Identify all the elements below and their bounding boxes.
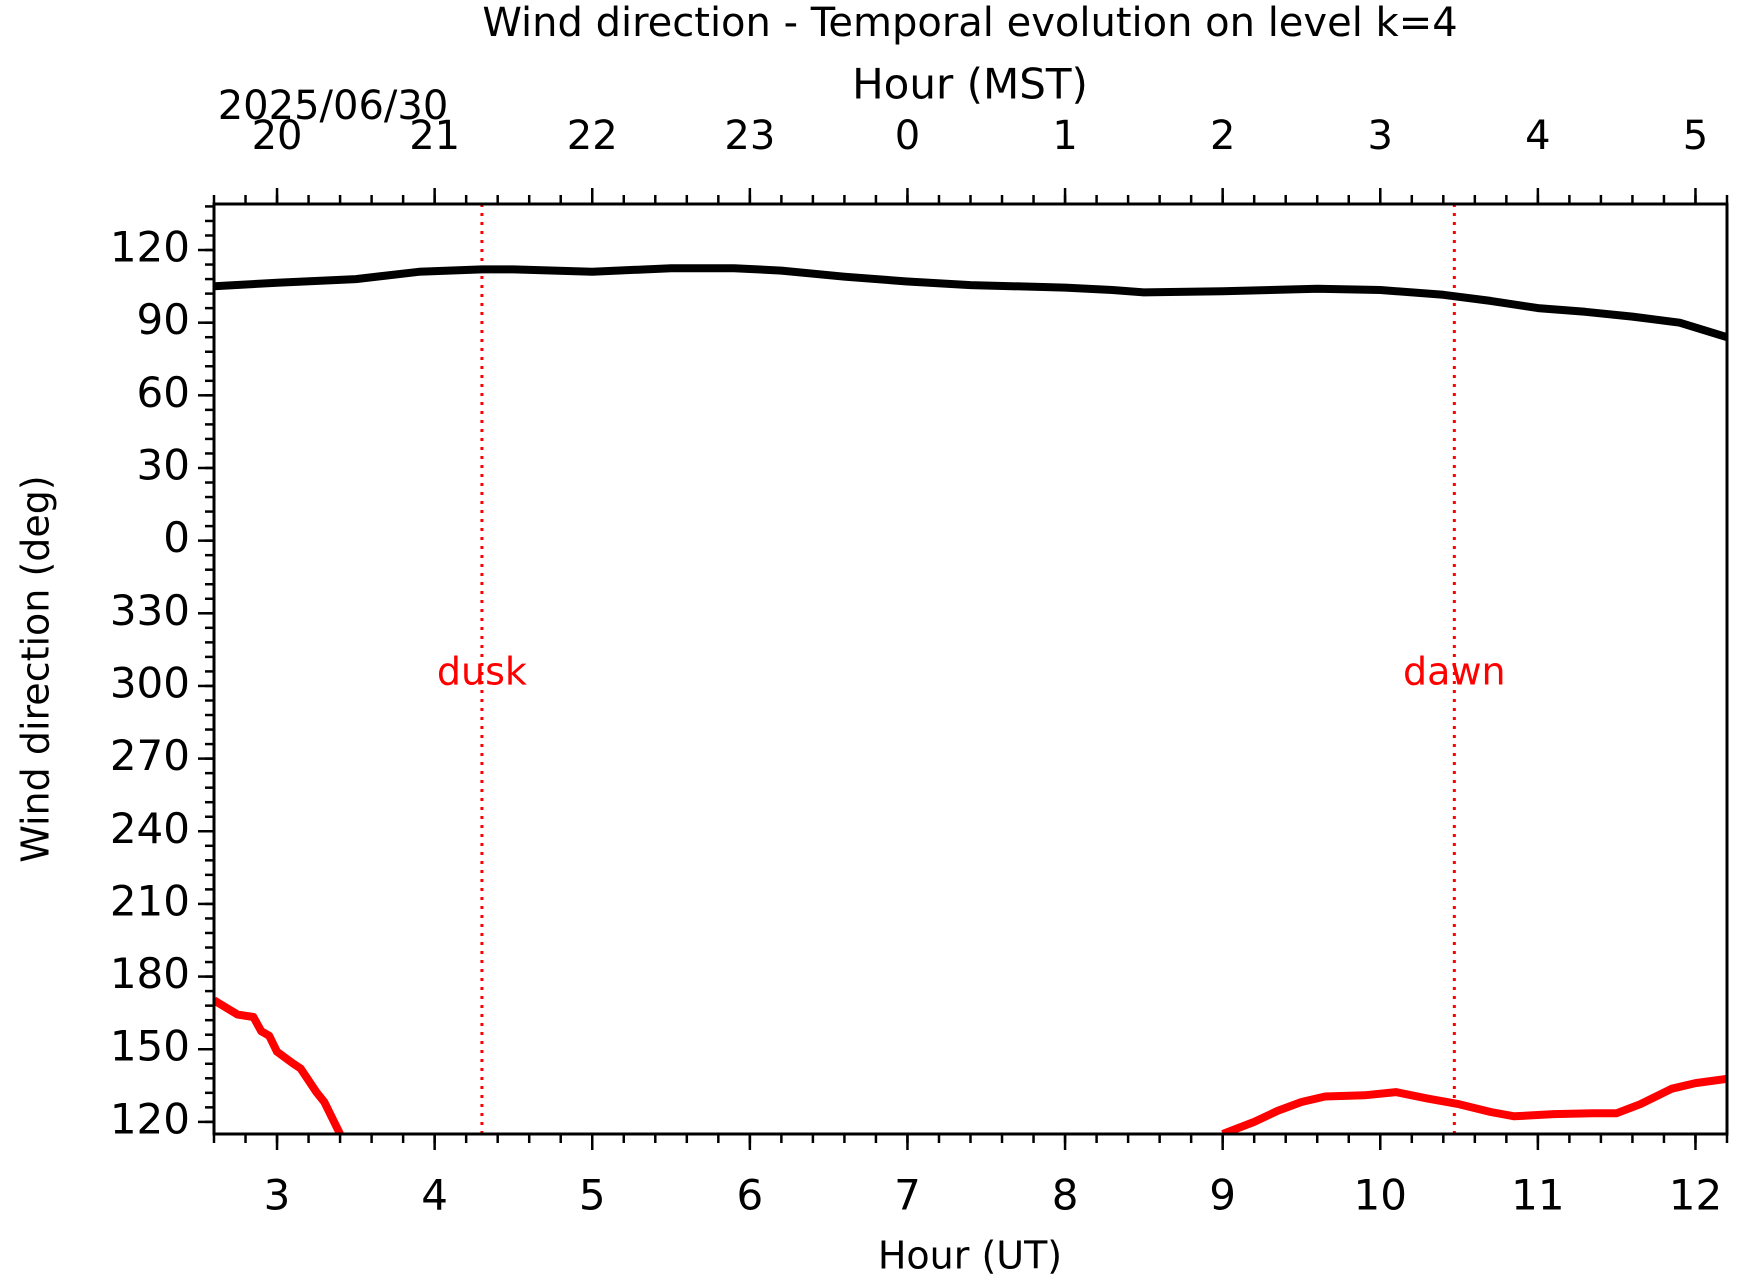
x-axis-label: Hour (UT) — [878, 1234, 1062, 1278]
series-line — [214, 264, 1727, 342]
x-tick-label: 6 — [736, 1171, 763, 1220]
x-tick-label: 4 — [421, 1171, 448, 1220]
y-tick-label: 330 — [110, 586, 190, 635]
y-tick-label: 30 — [137, 440, 190, 489]
x2-tick-label: 22 — [567, 113, 618, 159]
date-label: 2025/06/30 — [218, 83, 449, 129]
chart-title: Wind direction - Temporal evolution on l… — [482, 0, 1457, 46]
x2-tick-label: 1 — [1052, 113, 1077, 159]
x2-tick-label: 5 — [1683, 113, 1708, 159]
x-tick-label: 7 — [894, 1171, 921, 1220]
y-tick-label: 120 — [110, 1094, 190, 1143]
y-tick-label: 240 — [110, 804, 190, 853]
y-tick-label: 90 — [137, 295, 190, 344]
y-tick-label: 0 — [163, 513, 190, 562]
event-label: dawn — [1403, 649, 1506, 693]
x-tick-label: 3 — [264, 1171, 291, 1220]
y-tick-label: 150 — [110, 1022, 190, 1071]
y-tick-label: 270 — [110, 731, 190, 780]
y-tick-label: 210 — [110, 876, 190, 925]
event-label: dusk — [437, 649, 527, 693]
x-tick-label: 8 — [1052, 1171, 1079, 1220]
x-tick-label: 9 — [1209, 1171, 1236, 1220]
plot-frame — [212, 202, 1729, 1136]
x2-tick-label: 4 — [1525, 113, 1550, 159]
x-tick-label: 12 — [1669, 1171, 1722, 1220]
x2-tick-label: 21 — [409, 113, 460, 159]
y-axis-label: Wind direction (deg) — [14, 475, 58, 862]
x2-axis-label: Hour (MST) — [852, 60, 1088, 109]
y-tick-label: 300 — [110, 658, 190, 707]
x-tick-label: 10 — [1354, 1171, 1407, 1220]
y-tick-label: 180 — [110, 949, 190, 998]
y-tick-label: 120 — [110, 223, 190, 272]
x2-tick-label: 23 — [724, 113, 775, 159]
x2-tick-label: 0 — [895, 113, 920, 159]
y-tick-label: 60 — [137, 368, 190, 417]
series-line — [214, 996, 1727, 1134]
x2-tick-label: 3 — [1368, 113, 1393, 159]
x2-tick-label: 2 — [1210, 113, 1235, 159]
x-tick-label: 5 — [579, 1171, 606, 1220]
x-tick-label: 11 — [1511, 1171, 1564, 1220]
x2-tick-label: 20 — [252, 113, 303, 159]
